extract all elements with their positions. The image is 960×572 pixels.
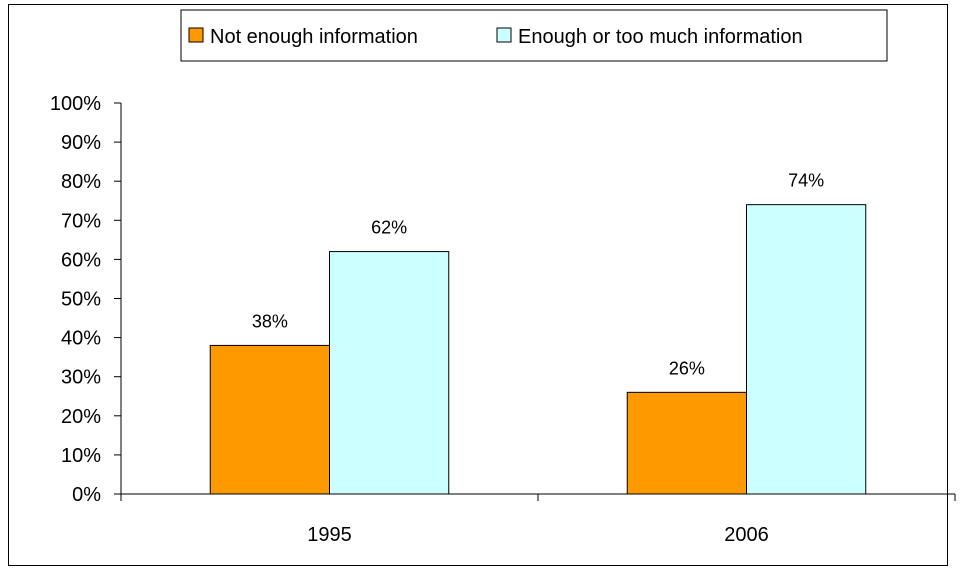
y-tick-label: 30%: [61, 367, 101, 389]
y-tick-label: 90%: [61, 132, 101, 154]
y-tick-label: 20%: [61, 406, 101, 428]
x-tick-label: 2006: [724, 524, 769, 546]
y-tick-label: 60%: [61, 249, 101, 271]
data-label: 62%: [371, 218, 407, 238]
legend-swatch: [188, 27, 204, 43]
y-tick-label: 100%: [50, 93, 101, 115]
bar-not-enough-1995: [209, 344, 331, 495]
bar-not-enough-2006: [626, 391, 747, 495]
legend-label: Not enough information: [210, 26, 418, 48]
data-label: 26%: [669, 358, 705, 378]
y-tick-label: 80%: [61, 171, 101, 193]
y-tick-label: 50%: [61, 289, 101, 311]
y-tick-label: 70%: [61, 210, 101, 232]
legend-label: Enough or too much information: [518, 26, 803, 48]
y-tick-label: 10%: [61, 445, 101, 467]
data-label: 38%: [252, 311, 288, 331]
bar-enough-2006: [746, 204, 867, 495]
data-label: 74%: [788, 171, 824, 191]
x-tick-label: 1995: [307, 524, 352, 546]
legend: Not enough information Enough or too much…: [180, 9, 888, 62]
legend-swatch: [496, 27, 512, 43]
legend-box: [180, 9, 888, 62]
y-tick-label: 40%: [61, 328, 101, 350]
bar-enough-1995: [329, 251, 450, 495]
y-tick-label: 0%: [72, 484, 101, 506]
